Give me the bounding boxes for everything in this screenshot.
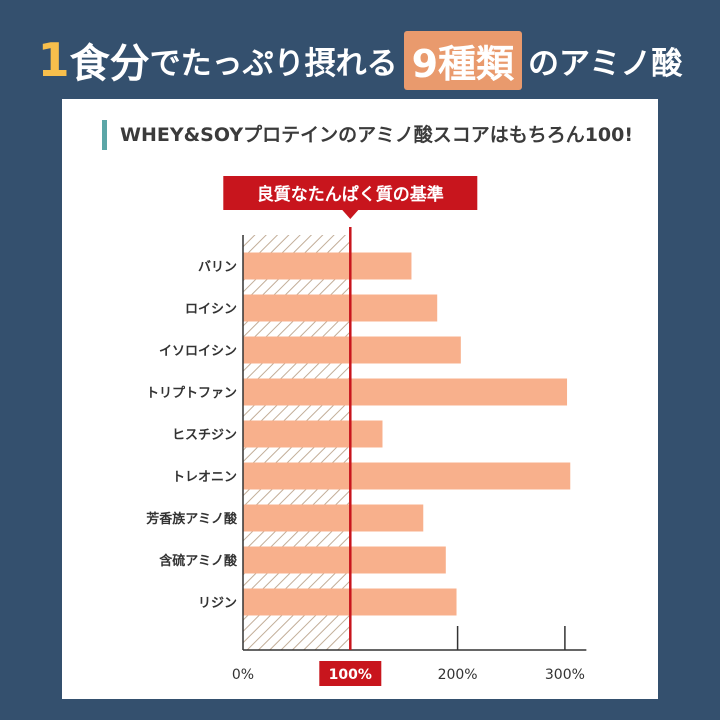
category-label-1: バリン (198, 260, 237, 275)
bar-chart: バリンロイシンイソロイシントリプトファンヒスチジントレオニン芳香族アミノ酸含硫ア… (146, 176, 587, 686)
headline-suffix: のアミノ酸 (528, 45, 683, 82)
x-tick-label-3: 200% (438, 667, 478, 683)
category-label-4: トリプトファン (146, 386, 237, 401)
bar-1 (243, 252, 412, 280)
bar-6 (243, 462, 571, 490)
reference-label: 良質なたんぱく質の基準 (257, 184, 444, 205)
category-label-7: 芳香族アミノ酸 (146, 511, 238, 527)
bar-8 (243, 546, 446, 574)
bar-5 (243, 420, 383, 448)
category-label-8: 含硫アミノ酸 (158, 553, 238, 569)
chart-card: WHEY&SOYプロテインのアミノ酸スコアはもちろん100! バリンロイシンイソ… (62, 99, 658, 699)
headline: 1 食分 でたっぷり摂れる 9種類 のアミノ酸 (0, 28, 720, 92)
x-tick-label-4: 300% (545, 667, 585, 683)
category-label-9: リジン (198, 596, 237, 611)
x-tick-label-1: 0% (232, 667, 254, 683)
headline-serving: 食分 (69, 41, 150, 87)
headline-highlight-text: 種類 (438, 41, 515, 86)
bar-4 (243, 378, 568, 406)
reference-label-box (223, 176, 478, 210)
category-label-2: ロイシン (185, 302, 237, 317)
bar-7 (243, 504, 424, 532)
x-tick-highlight-box (319, 661, 382, 686)
bar-3 (243, 336, 461, 364)
x-tick-label-2: 100% (329, 667, 372, 683)
headline-highlight: 9種類 (403, 30, 523, 90)
headline-highlight-number: 9 (411, 41, 439, 86)
bar-2 (243, 294, 438, 322)
headline-text: でたっぷり摂れる (149, 45, 398, 82)
category-label-6: トレオニン (172, 470, 237, 485)
reference-label-pointer (342, 210, 359, 219)
category-label-5: ヒスチジン (172, 428, 237, 443)
chart-title: WHEY&SOYプロテインのアミノ酸スコアはもちろん100! (102, 120, 633, 150)
category-label-3: イソロイシン (159, 344, 237, 359)
headline-number: 1 (37, 33, 70, 87)
